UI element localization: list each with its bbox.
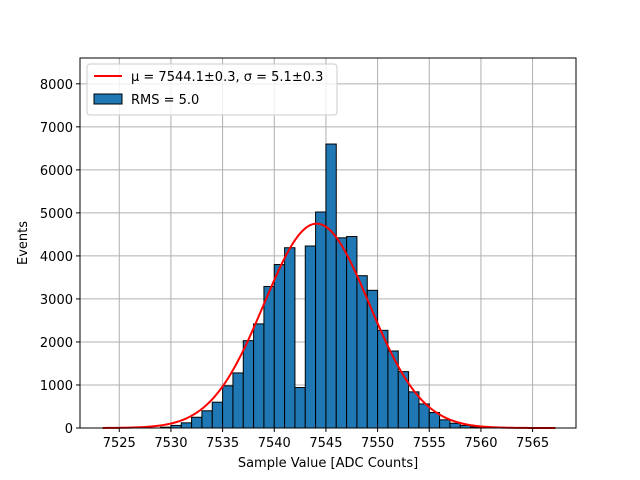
x-axis-ticks: 7525 7530 7535 7540 7545 7550 7555 7560 7565 [103,428,549,451]
x-tick-label: 7525 [103,436,136,451]
histogram-bars [160,143,492,429]
x-tick-label: 7545 [309,436,342,451]
gaussian-fit-curve [102,222,556,429]
x-tick-label: 7555 [413,436,446,451]
histogram-bar [439,419,451,429]
y-tick-label: 2000 [40,336,73,351]
histogram-bar [284,247,296,429]
y-tick-label: 6000 [40,164,73,179]
histogram-bar [242,340,255,429]
histogram-bar [294,387,306,429]
histogram-bar [253,323,265,429]
histogram-bar [315,211,327,429]
histogram-bar [191,416,203,429]
y-tick-label: 3000 [40,293,73,308]
y-tick-label: 0 [65,422,73,437]
legend-histogram-label: RMS = 5.0 [131,93,199,108]
histogram-bar [273,264,286,429]
histogram-bar [222,385,234,429]
y-tick-label: 1000 [40,379,73,394]
x-tick-label: 7560 [464,436,497,451]
histogram-bar [325,143,337,429]
y-tick-label: 8000 [40,78,73,93]
histogram-bar [449,422,461,429]
histogram-bar [201,410,213,429]
histogram-bar [408,391,420,429]
legend-histogram-swatch [93,93,123,105]
histogram-bar [232,372,244,429]
histogram-bar [304,245,317,429]
legend-fit-label: μ = 7544.1±0.3, σ = 5.1±0.3 [131,70,323,85]
plot-frame [79,57,577,429]
histogram-bar [418,403,430,429]
histogram-bar [428,412,441,429]
histogram-bar [211,401,224,429]
legend-box [86,63,338,116]
x-tick-label: 7540 [258,436,291,451]
histogram-bar [263,285,275,429]
x-axis-label: Sample Value [ADC Counts] [238,456,418,471]
legend: μ = 7544.1±0.3, σ = 5.1±0.3 RMS = 5.0 [86,63,338,116]
x-tick-label: 7550 [361,436,394,451]
y-tick-label: 4000 [40,250,73,265]
x-tick-label: 7565 [516,436,549,451]
y-tick-label: 7000 [40,121,73,136]
x-tick-label: 7530 [154,436,187,451]
x-tick-label: 7535 [206,436,239,451]
y-axis-label: Events [16,221,31,265]
histogram-bar [335,237,348,429]
histogram-bar [356,275,368,429]
y-axis-ticks: 0 1000 2000 3000 4000 5000 6000 7000 8000 [40,78,80,437]
histogram-bar [180,422,193,429]
y-tick-label: 5000 [40,207,73,222]
